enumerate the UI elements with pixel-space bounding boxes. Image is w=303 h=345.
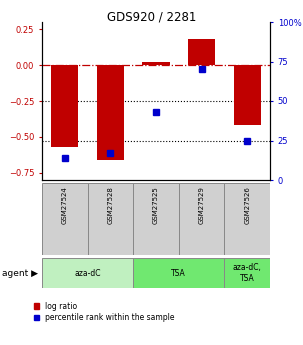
Text: GDS920 / 2281: GDS920 / 2281 (107, 10, 196, 23)
Text: TSA: TSA (171, 268, 186, 277)
Bar (142, 62, 170, 65)
Bar (88, 183, 133, 255)
Text: aza-dC: aza-dC (74, 268, 101, 277)
Bar (51, 65, 78, 147)
Bar (133, 258, 225, 288)
Legend: log ratio, percentile rank within the sample: log ratio, percentile rank within the sa… (34, 302, 175, 322)
Bar (225, 183, 270, 255)
Bar (234, 65, 261, 126)
Text: agent ▶: agent ▶ (2, 268, 38, 277)
Text: GSM27528: GSM27528 (107, 187, 113, 225)
Bar (42, 183, 88, 255)
Bar (179, 183, 225, 255)
Bar (42, 258, 133, 288)
Text: GSM27529: GSM27529 (198, 187, 205, 225)
Text: GSM27524: GSM27524 (62, 187, 68, 224)
Bar (225, 258, 270, 288)
Text: GSM27525: GSM27525 (153, 187, 159, 224)
Text: GSM27526: GSM27526 (244, 187, 250, 225)
Bar (188, 39, 215, 65)
Bar (133, 183, 179, 255)
Text: aza-dC,
TSA: aza-dC, TSA (233, 263, 261, 283)
Bar (97, 65, 124, 160)
